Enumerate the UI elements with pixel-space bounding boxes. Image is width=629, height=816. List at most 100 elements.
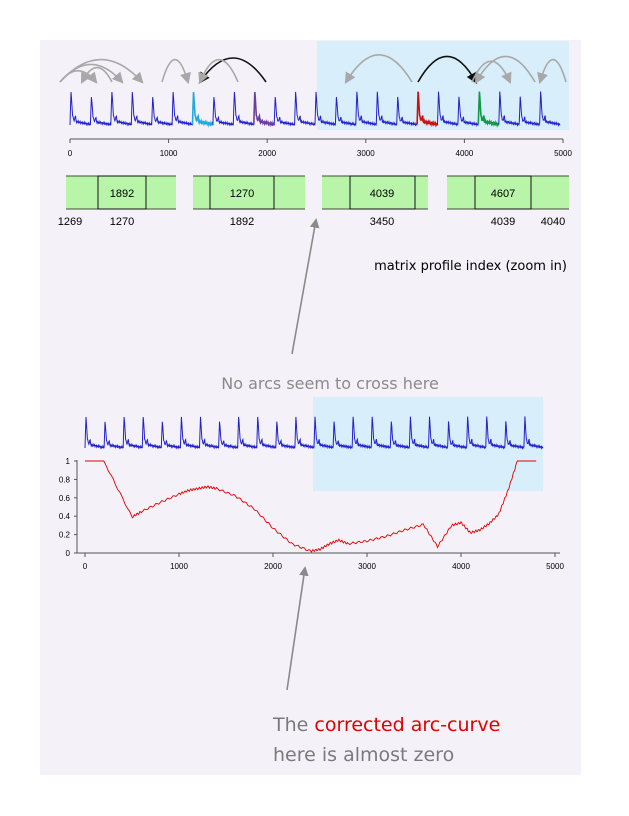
top-time-series bbox=[69, 91, 561, 128]
arc bbox=[537, 59, 567, 85]
top-tick-label: 2000 bbox=[258, 149, 276, 158]
beat-segment bbox=[179, 416, 200, 450]
beat-segment bbox=[504, 421, 525, 450]
top-tick-label: 3000 bbox=[357, 149, 375, 158]
beat-segment bbox=[191, 91, 214, 128]
x-tick-label: 5000 bbox=[546, 562, 564, 571]
bottom-x-ticks bbox=[84, 553, 556, 557]
index-strip: 1892 1270 4039 4607 1269 1270 1892 3450 … bbox=[58, 175, 569, 228]
top-tick-label: 5000 bbox=[554, 149, 572, 158]
beat-segment bbox=[518, 96, 541, 127]
beat-segment bbox=[84, 416, 105, 450]
index-group-2 bbox=[193, 175, 305, 210]
x-tick-label: 2000 bbox=[264, 562, 282, 571]
index-label: 4040 bbox=[541, 216, 565, 228]
index-label: 4039 bbox=[491, 216, 515, 228]
beat-segment bbox=[256, 416, 277, 450]
index-cell-value: 4607 bbox=[491, 188, 515, 200]
beat-segment bbox=[437, 91, 459, 127]
beat-segment bbox=[375, 91, 398, 127]
pointer-arrow-top bbox=[291, 218, 320, 355]
index-label: 1270 bbox=[110, 216, 134, 228]
index-cell-value: 1270 bbox=[230, 188, 254, 200]
y-tick-label: 0 bbox=[66, 549, 71, 558]
top-arcs bbox=[59, 54, 567, 85]
bottom-y-tick-labels: 1 0.8 0.6 0.4 0.2 0 bbox=[59, 457, 71, 558]
callout-bottom-line1: The corrected arc-curve bbox=[272, 714, 500, 736]
beat-segment bbox=[253, 91, 275, 128]
index-strip-caption: matrix profile index (zoom in) bbox=[374, 259, 567, 274]
top-tick-label: 1000 bbox=[160, 149, 178, 158]
beat-segment bbox=[466, 416, 487, 450]
beat-segment bbox=[130, 91, 153, 127]
beat-segment bbox=[89, 97, 112, 127]
beat-segment bbox=[334, 96, 357, 127]
arc bbox=[161, 59, 191, 85]
top-shaded-region bbox=[317, 41, 569, 130]
beat-segment bbox=[416, 91, 439, 128]
top-x-tick-labels: 0 1000 2000 3000 4000 5000 bbox=[68, 149, 573, 158]
beat-segment bbox=[141, 416, 162, 450]
x-tick-label: 3000 bbox=[358, 562, 376, 571]
beat-segment bbox=[212, 97, 234, 127]
beat-segment bbox=[160, 421, 181, 450]
y-tick-label: 0.2 bbox=[59, 531, 71, 540]
beat-segment bbox=[332, 421, 353, 450]
arc bbox=[198, 57, 267, 84]
arc bbox=[344, 54, 413, 84]
beat-segment bbox=[447, 421, 468, 450]
y-tick-label: 0.8 bbox=[59, 475, 71, 484]
index-label: 1892 bbox=[230, 216, 254, 228]
arc bbox=[417, 55, 478, 84]
beat-segment bbox=[232, 91, 255, 127]
arc bbox=[80, 66, 113, 84]
beat-segment bbox=[122, 416, 143, 450]
x-tick-label: 0 bbox=[83, 562, 88, 571]
beat-segment bbox=[408, 416, 429, 450]
bottom-y-ticks bbox=[74, 460, 77, 554]
index-label: 1269 bbox=[58, 216, 82, 228]
beat-segment bbox=[151, 97, 173, 127]
y-tick-label: 0.6 bbox=[59, 494, 71, 503]
beat-segment bbox=[294, 416, 315, 450]
index-cell-value: 4039 bbox=[370, 188, 394, 200]
beat-segment bbox=[273, 96, 296, 127]
beat-segment bbox=[389, 421, 410, 450]
bottom-x-tick-labels: 0 1000 2000 3000 4000 5000 bbox=[83, 562, 565, 571]
bottom-time-series bbox=[84, 416, 544, 451]
beat-segment bbox=[69, 91, 91, 127]
arc bbox=[474, 55, 536, 84]
beat-segment bbox=[218, 421, 239, 450]
beat-segment bbox=[314, 91, 336, 127]
top-x-ticks bbox=[69, 139, 564, 143]
callout-top: No arcs seem to cross here bbox=[221, 374, 439, 393]
beat-segment bbox=[355, 91, 377, 127]
beat-segment bbox=[539, 91, 561, 128]
x-tick-label: 4000 bbox=[452, 562, 470, 571]
corrected-arc-curve-line bbox=[85, 460, 537, 553]
arc bbox=[198, 59, 239, 85]
callout-highlight: corrected arc-curve bbox=[314, 714, 500, 736]
index-label: 3450 bbox=[370, 216, 394, 228]
beat-segment bbox=[103, 421, 124, 450]
beat-segment bbox=[171, 91, 193, 127]
beat-segment bbox=[457, 96, 479, 128]
y-tick-label: 1 bbox=[66, 457, 71, 466]
index-group-4 bbox=[447, 175, 569, 210]
beat-segment bbox=[428, 416, 449, 450]
x-tick-label: 1000 bbox=[170, 562, 188, 571]
beat-segment bbox=[275, 421, 296, 450]
beat-segment bbox=[477, 91, 500, 128]
top-tick-label: 0 bbox=[68, 149, 73, 158]
arc bbox=[59, 58, 144, 84]
pointer-arrow-bottom bbox=[286, 566, 309, 691]
beat-segment bbox=[485, 416, 506, 450]
beat-segment bbox=[351, 416, 372, 450]
index-group-1 bbox=[66, 175, 176, 210]
beat-segment bbox=[498, 91, 520, 127]
beat-segment bbox=[294, 91, 316, 127]
index-group-3 bbox=[322, 175, 428, 210]
beat-segment bbox=[313, 416, 334, 450]
callout-prefix: The bbox=[272, 714, 314, 736]
